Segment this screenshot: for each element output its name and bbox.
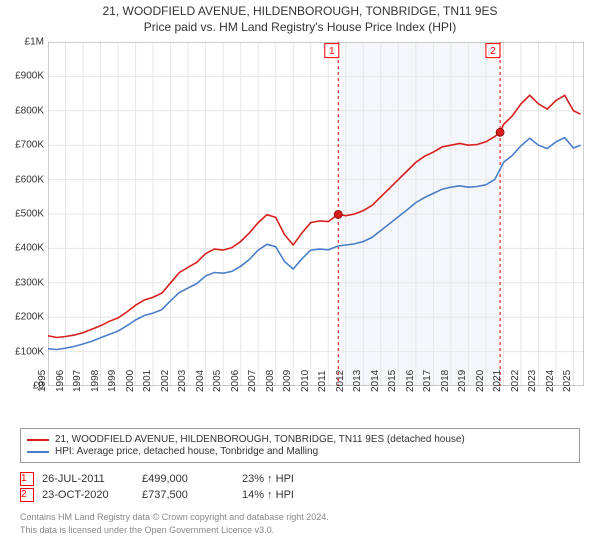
legend-item: 21, WOODFIELD AVENUE, HILDENBOROUGH, TON… <box>27 434 573 445</box>
legend-swatch <box>27 451 49 453</box>
x-tick-label: 1995 <box>37 370 48 392</box>
sale-date: 23-OCT-2020 <box>42 489 142 501</box>
x-tick-label: 2020 <box>475 370 486 392</box>
x-tick-label: 2006 <box>230 370 241 392</box>
x-tick-label: 1996 <box>54 370 65 392</box>
x-tick-label: 2008 <box>265 370 276 392</box>
sale-marker-icon: 1 <box>20 472 34 486</box>
legend: 21, WOODFIELD AVENUE, HILDENBOROUGH, TON… <box>20 428 580 463</box>
legend-label: HPI: Average price, detached house, Tonb… <box>55 446 318 457</box>
y-tick-label: £100K <box>15 346 44 357</box>
y-tick-label: £1M <box>25 37 44 48</box>
y-tick-label: £600K <box>15 174 44 185</box>
x-tick-label: 2022 <box>510 370 521 392</box>
x-tick-label: 2017 <box>422 370 433 392</box>
x-tick-label: 2011 <box>317 370 328 392</box>
chart-svg: 12 <box>48 42 584 386</box>
footer-attribution: Contains HM Land Registry data © Crown c… <box>20 512 600 523</box>
y-tick-label: £700K <box>15 140 44 151</box>
footer-licence: This data is licensed under the Open Gov… <box>20 525 600 536</box>
x-tick-label: 2000 <box>124 370 135 392</box>
chart-subtitle: Price paid vs. HM Land Registry's House … <box>0 20 600 36</box>
x-tick-label: 2021 <box>492 370 503 392</box>
x-tick-label: 2014 <box>370 370 381 392</box>
svg-text:1: 1 <box>329 46 335 57</box>
chart-title-address: 21, WOODFIELD AVENUE, HILDENBOROUGH, TON… <box>0 0 600 20</box>
x-tick-label: 2001 <box>142 370 153 392</box>
sale-delta: 23% ↑ HPI <box>242 473 362 485</box>
y-tick-label: £800K <box>15 105 44 116</box>
x-tick-label: 2012 <box>335 370 346 392</box>
x-tick-label: 2009 <box>282 370 293 392</box>
sale-row: 1 26-JUL-2011 £499,000 23% ↑ HPI <box>20 472 600 486</box>
svg-text:2: 2 <box>490 46 496 57</box>
x-tick-label: 1998 <box>89 370 100 392</box>
x-tick-label: 2015 <box>387 370 398 392</box>
x-tick-label: 2025 <box>562 370 573 392</box>
legend-swatch <box>27 439 49 441</box>
x-tick-label: 2002 <box>159 370 170 392</box>
x-tick-label: 2016 <box>405 370 416 392</box>
y-axis-labels: £0£100K£200K£300K£400K£500K£600K£700K£80… <box>0 42 48 386</box>
x-tick-label: 2003 <box>177 370 188 392</box>
sale-row: 2 23-OCT-2020 £737,500 14% ↑ HPI <box>20 488 600 502</box>
x-tick-label: 1999 <box>107 370 118 392</box>
y-tick-label: £400K <box>15 243 44 254</box>
legend-item: HPI: Average price, detached house, Tonb… <box>27 446 573 457</box>
y-tick-label: £200K <box>15 312 44 323</box>
y-tick-label: £500K <box>15 209 44 220</box>
y-tick-label: £300K <box>15 277 44 288</box>
x-tick-label: 2004 <box>195 370 206 392</box>
x-tick-label: 2005 <box>212 370 223 392</box>
x-tick-label: 2018 <box>440 370 451 392</box>
chart-plot-area: 12 <box>48 42 584 386</box>
sale-marker-icon: 2 <box>20 488 34 502</box>
x-tick-label: 2010 <box>300 370 311 392</box>
x-axis-labels: 1995199619971998199920002001200220032004… <box>48 386 584 426</box>
y-tick-label: £900K <box>15 71 44 82</box>
sales-table: 1 26-JUL-2011 £499,000 23% ↑ HPI 2 23-OC… <box>0 470 600 536</box>
legend-label: 21, WOODFIELD AVENUE, HILDENBOROUGH, TON… <box>55 434 465 445</box>
sale-price: £499,000 <box>142 473 242 485</box>
x-tick-label: 2019 <box>457 370 468 392</box>
sale-delta: 14% ↑ HPI <box>242 489 362 501</box>
x-tick-label: 2013 <box>352 370 363 392</box>
sale-date: 26-JUL-2011 <box>42 473 142 485</box>
x-tick-label: 2024 <box>545 370 556 392</box>
x-tick-label: 2007 <box>247 370 258 392</box>
sale-price: £737,500 <box>142 489 242 501</box>
x-tick-label: 2023 <box>527 370 538 392</box>
x-tick-label: 1997 <box>72 370 83 392</box>
